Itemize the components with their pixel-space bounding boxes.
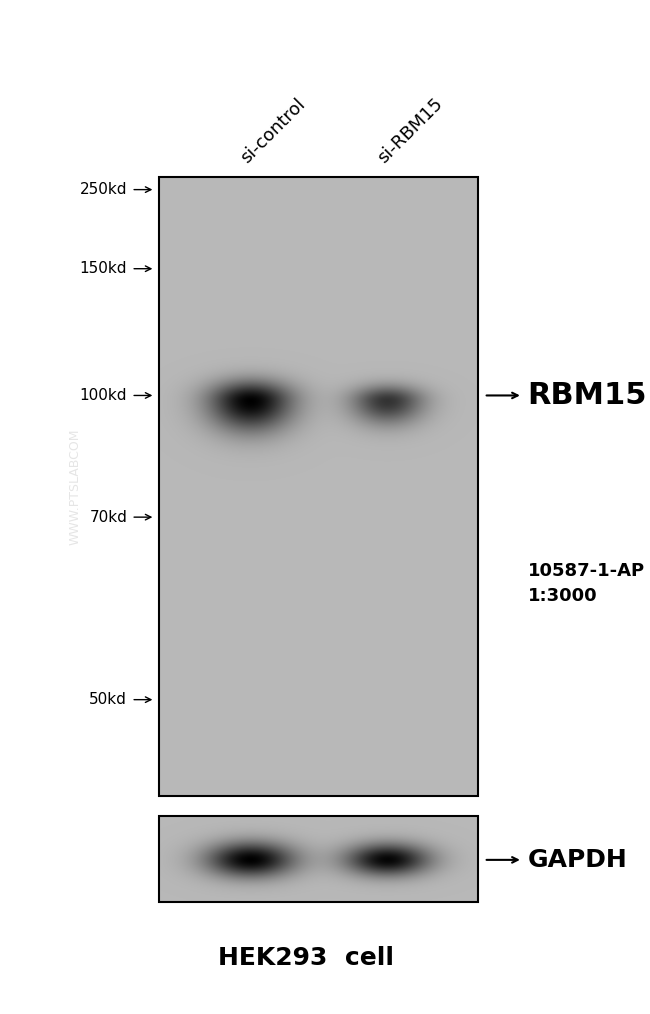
Text: si-RBM15: si-RBM15 [374,95,447,167]
Text: GAPDH: GAPDH [528,848,627,872]
Text: RBM15: RBM15 [528,381,647,410]
Text: WWW.PTSLABCOM: WWW.PTSLABCOM [68,429,81,545]
Text: 70kd: 70kd [90,510,127,524]
Bar [159,177,478,796]
Bar [159,816,478,902]
Text: 150kd: 150kd [80,262,127,276]
Text: 50kd: 50kd [90,693,127,707]
Text: HEK293  cell: HEK293 cell [218,946,393,970]
Text: si-control: si-control [237,95,309,167]
Text: 10587-1-AP
1:3000: 10587-1-AP 1:3000 [528,562,645,604]
Text: 100kd: 100kd [80,388,127,403]
Text: 250kd: 250kd [80,183,127,197]
